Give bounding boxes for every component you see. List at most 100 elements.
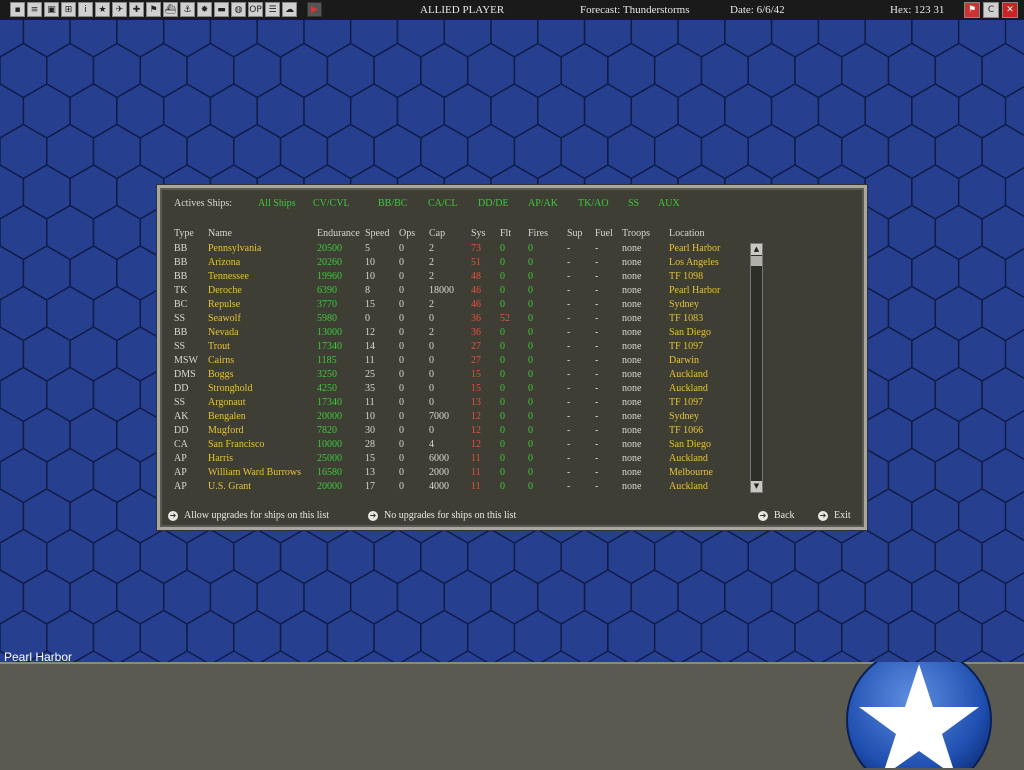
ship-icon[interactable]: ⛴ [163,2,178,17]
col-sys[interactable]: Sys [471,228,486,239]
cell-fires: 0 [528,257,533,268]
col-type[interactable]: Type [174,228,194,239]
table-row[interactable]: BB Arizona 20260 10 0 2 51 0 0 - - none Los Angeles [172,257,752,271]
filter-ap-ak[interactable]: AP/AK [528,198,559,209]
star-icon[interactable]: ★ [95,2,110,17]
network-icon[interactable]: ⊞ [61,2,76,17]
cell-name[interactable]: Argonaut [208,397,246,408]
cell-name[interactable]: U.S. Grant [208,481,252,492]
col-name[interactable]: Name [208,228,232,239]
cell-speed: 15 [365,299,375,310]
cell-name[interactable]: Mugford [208,425,244,436]
filter-aux[interactable]: AUX [658,198,680,209]
globe-icon[interactable]: ◍ [231,2,246,17]
list-icon[interactable]: ☰ [265,2,280,17]
col-cap[interactable]: Cap [429,228,446,239]
cell-name[interactable]: Harris [208,453,233,464]
allow-upgrades-button[interactable]: ➔ Allow upgrades for ships on this list [168,510,329,521]
cell-name[interactable]: Arizona [208,257,241,268]
col-ops[interactable]: Ops [399,228,416,239]
combat-icon[interactable]: ✸ [197,2,212,17]
cell-name[interactable]: Cairns [208,355,235,366]
col-flt[interactable]: Flt [500,228,512,239]
save-icon[interactable]: ▪ [10,2,25,17]
table-row[interactable]: DD Stronghold 4250 35 0 0 15 0 0 - - none Auckland [172,383,752,397]
table-row[interactable]: SS Argonaut 17340 11 0 0 13 0 0 - - none TF 1097 [172,397,752,411]
document-icon[interactable]: ≡ [27,2,42,17]
scroll-down-icon[interactable]: ▼ [751,481,762,492]
col-speed[interactable]: Speed [365,228,390,239]
filter-ca-cl[interactable]: CA/CL [428,198,458,209]
table-row[interactable]: AK Bengalen 20000 10 0 7000 12 0 0 - - none Sydney [172,411,752,425]
ship-list-scrollbar[interactable]: ▲ ▼ [750,243,763,493]
cell-name[interactable]: Boggs [208,369,234,380]
col-fuel[interactable]: Fuel [595,228,613,239]
table-row[interactable]: BB Nevada 13000 12 0 2 36 0 0 - - none San Diego [172,327,752,341]
crane-icon[interactable]: ⚓ [180,2,195,17]
filter-all-ships[interactable]: All Ships [258,198,296,209]
cell-name[interactable]: Tennessee [208,271,249,282]
aircraft-icon[interactable]: ✈ [112,2,127,17]
cross-icon[interactable]: ✚ [129,2,144,17]
table-row[interactable]: CA San Francisco 10000 28 0 4 12 0 0 - - none San Di… [172,439,752,453]
flag-icon[interactable]: ⚑ [146,2,161,17]
flag-icon[interactable]: ⚑ [964,2,980,18]
cell-name[interactable]: Nevada [208,327,239,338]
cell-name[interactable]: San Francisco [208,439,265,450]
no-upgrades-button[interactable]: ➔ No upgrades for ships on this list [368,510,516,521]
play-icon[interactable]: ▶ [307,2,322,17]
table-row[interactable]: BB Tennessee 19960 10 0 2 48 0 0 - - none TF 1098 [172,271,752,285]
cell-flt: 0 [500,397,505,408]
table-row[interactable]: SS Trout 17340 14 0 0 27 0 0 - - none TF 1097 [172,341,752,355]
table-row[interactable]: BC Repulse 3770 15 0 2 46 0 0 - - none Sydney [172,299,752,313]
table-row[interactable]: AP Harris 25000 15 0 6000 11 0 0 - - none Auckland [172,453,752,467]
cell-name[interactable]: Stronghold [208,383,253,394]
cell-endurance: 3770 [317,299,337,310]
cell-ops: 0 [399,481,404,492]
cell-name[interactable]: Deroche [208,285,242,296]
op-icon[interactable]: OP [248,2,263,17]
cell-ops: 0 [399,467,404,478]
table-row[interactable]: TK Deroche 6390 8 0 18000 46 0 0 - - none Pearl Harb… [172,285,752,299]
cell-name[interactable]: Seawolf [208,313,241,324]
table-row[interactable]: MSW Cairns 1185 11 0 0 27 0 0 - - none Darwin [172,355,752,369]
filter-tk-ao[interactable]: TK/AO [578,198,609,209]
filter-cv-cvl[interactable]: CV/CVL [313,198,350,209]
cell-name[interactable]: Bengalen [208,411,246,422]
col-fires[interactable]: Fires [528,228,548,239]
col-troops[interactable]: Troops [622,228,650,239]
c-icon[interactable]: C [983,2,999,18]
cell-name[interactable]: Pennsylvania [208,243,262,254]
scroll-thumb[interactable] [751,256,762,266]
cell-troops: none [622,299,642,310]
cell-name[interactable]: Trout [208,341,230,352]
tank-icon[interactable]: ▬ [214,2,229,17]
table-row[interactable]: SS Seawolf 5980 0 0 0 36 52 0 - - none TF 1083 [172,313,752,327]
cell-location: Auckland [669,453,708,464]
table-row[interactable]: AP U.S. Grant 20000 17 0 4000 11 0 0 - - none Auckla… [172,481,752,495]
exit-button[interactable]: ➔ Exit [818,510,851,521]
col-sup[interactable]: Sup [567,228,583,239]
cloud-icon[interactable]: ☁ [282,2,297,17]
scroll-up-icon[interactable]: ▲ [751,244,762,255]
col-endurance[interactable]: Endurance [317,228,360,239]
table-row[interactable]: BB Pennsylvania 20500 5 0 2 73 0 0 - - none Pearl Ha… [172,243,752,257]
filter-dd-de[interactable]: DD/DE [478,198,509,209]
close-icon[interactable]: ✕ [1002,2,1018,18]
cell-fires: 0 [528,355,533,366]
cell-name[interactable]: William Ward Burrows [208,467,302,478]
cell-endurance: 20260 [317,257,342,268]
info-icon[interactable]: i [78,2,93,17]
col-location[interactable]: Location [669,228,705,239]
table-row[interactable]: AP William Ward Burrows 16580 13 0 2000 11 0 0 - -… [172,467,752,481]
filter-ss[interactable]: SS [628,198,640,209]
table-row[interactable]: DMS Boggs 3250 25 0 0 15 0 0 - - none Auckland [172,369,752,383]
filter-bb-bc[interactable]: BB/BC [378,198,408,209]
cell-ops: 0 [399,299,404,310]
cell-fuel: - [595,341,599,352]
computer-icon[interactable]: ▣ [44,2,59,17]
cell-fires: 0 [528,467,533,478]
table-row[interactable]: DD Mugford 7820 30 0 0 12 0 0 - - none TF 1066 [172,425,752,439]
back-button[interactable]: ➔ Back [758,510,795,521]
cell-name[interactable]: Repulse [208,299,241,310]
